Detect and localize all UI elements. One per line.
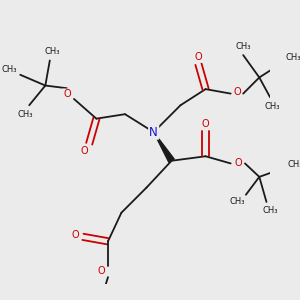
Text: O: O	[63, 89, 70, 100]
Text: CH₃: CH₃	[286, 53, 300, 62]
Text: CH₃: CH₃	[265, 102, 280, 111]
Text: CH₃: CH₃	[287, 160, 300, 169]
Text: O: O	[98, 266, 106, 276]
Text: O: O	[72, 230, 80, 240]
Text: CH₃: CH₃	[229, 197, 245, 206]
Text: CH₃: CH₃	[45, 47, 60, 56]
Text: CH₃: CH₃	[2, 65, 17, 74]
Text: CH₃: CH₃	[262, 206, 278, 215]
Text: CH₃: CH₃	[18, 110, 33, 119]
Text: CH₃: CH₃	[236, 42, 251, 51]
Text: O: O	[195, 52, 202, 62]
Text: N: N	[149, 126, 158, 139]
Text: O: O	[202, 119, 209, 129]
Text: O: O	[234, 158, 242, 168]
Polygon shape	[154, 132, 174, 162]
Text: O: O	[81, 146, 88, 156]
Text: O: O	[233, 87, 241, 97]
